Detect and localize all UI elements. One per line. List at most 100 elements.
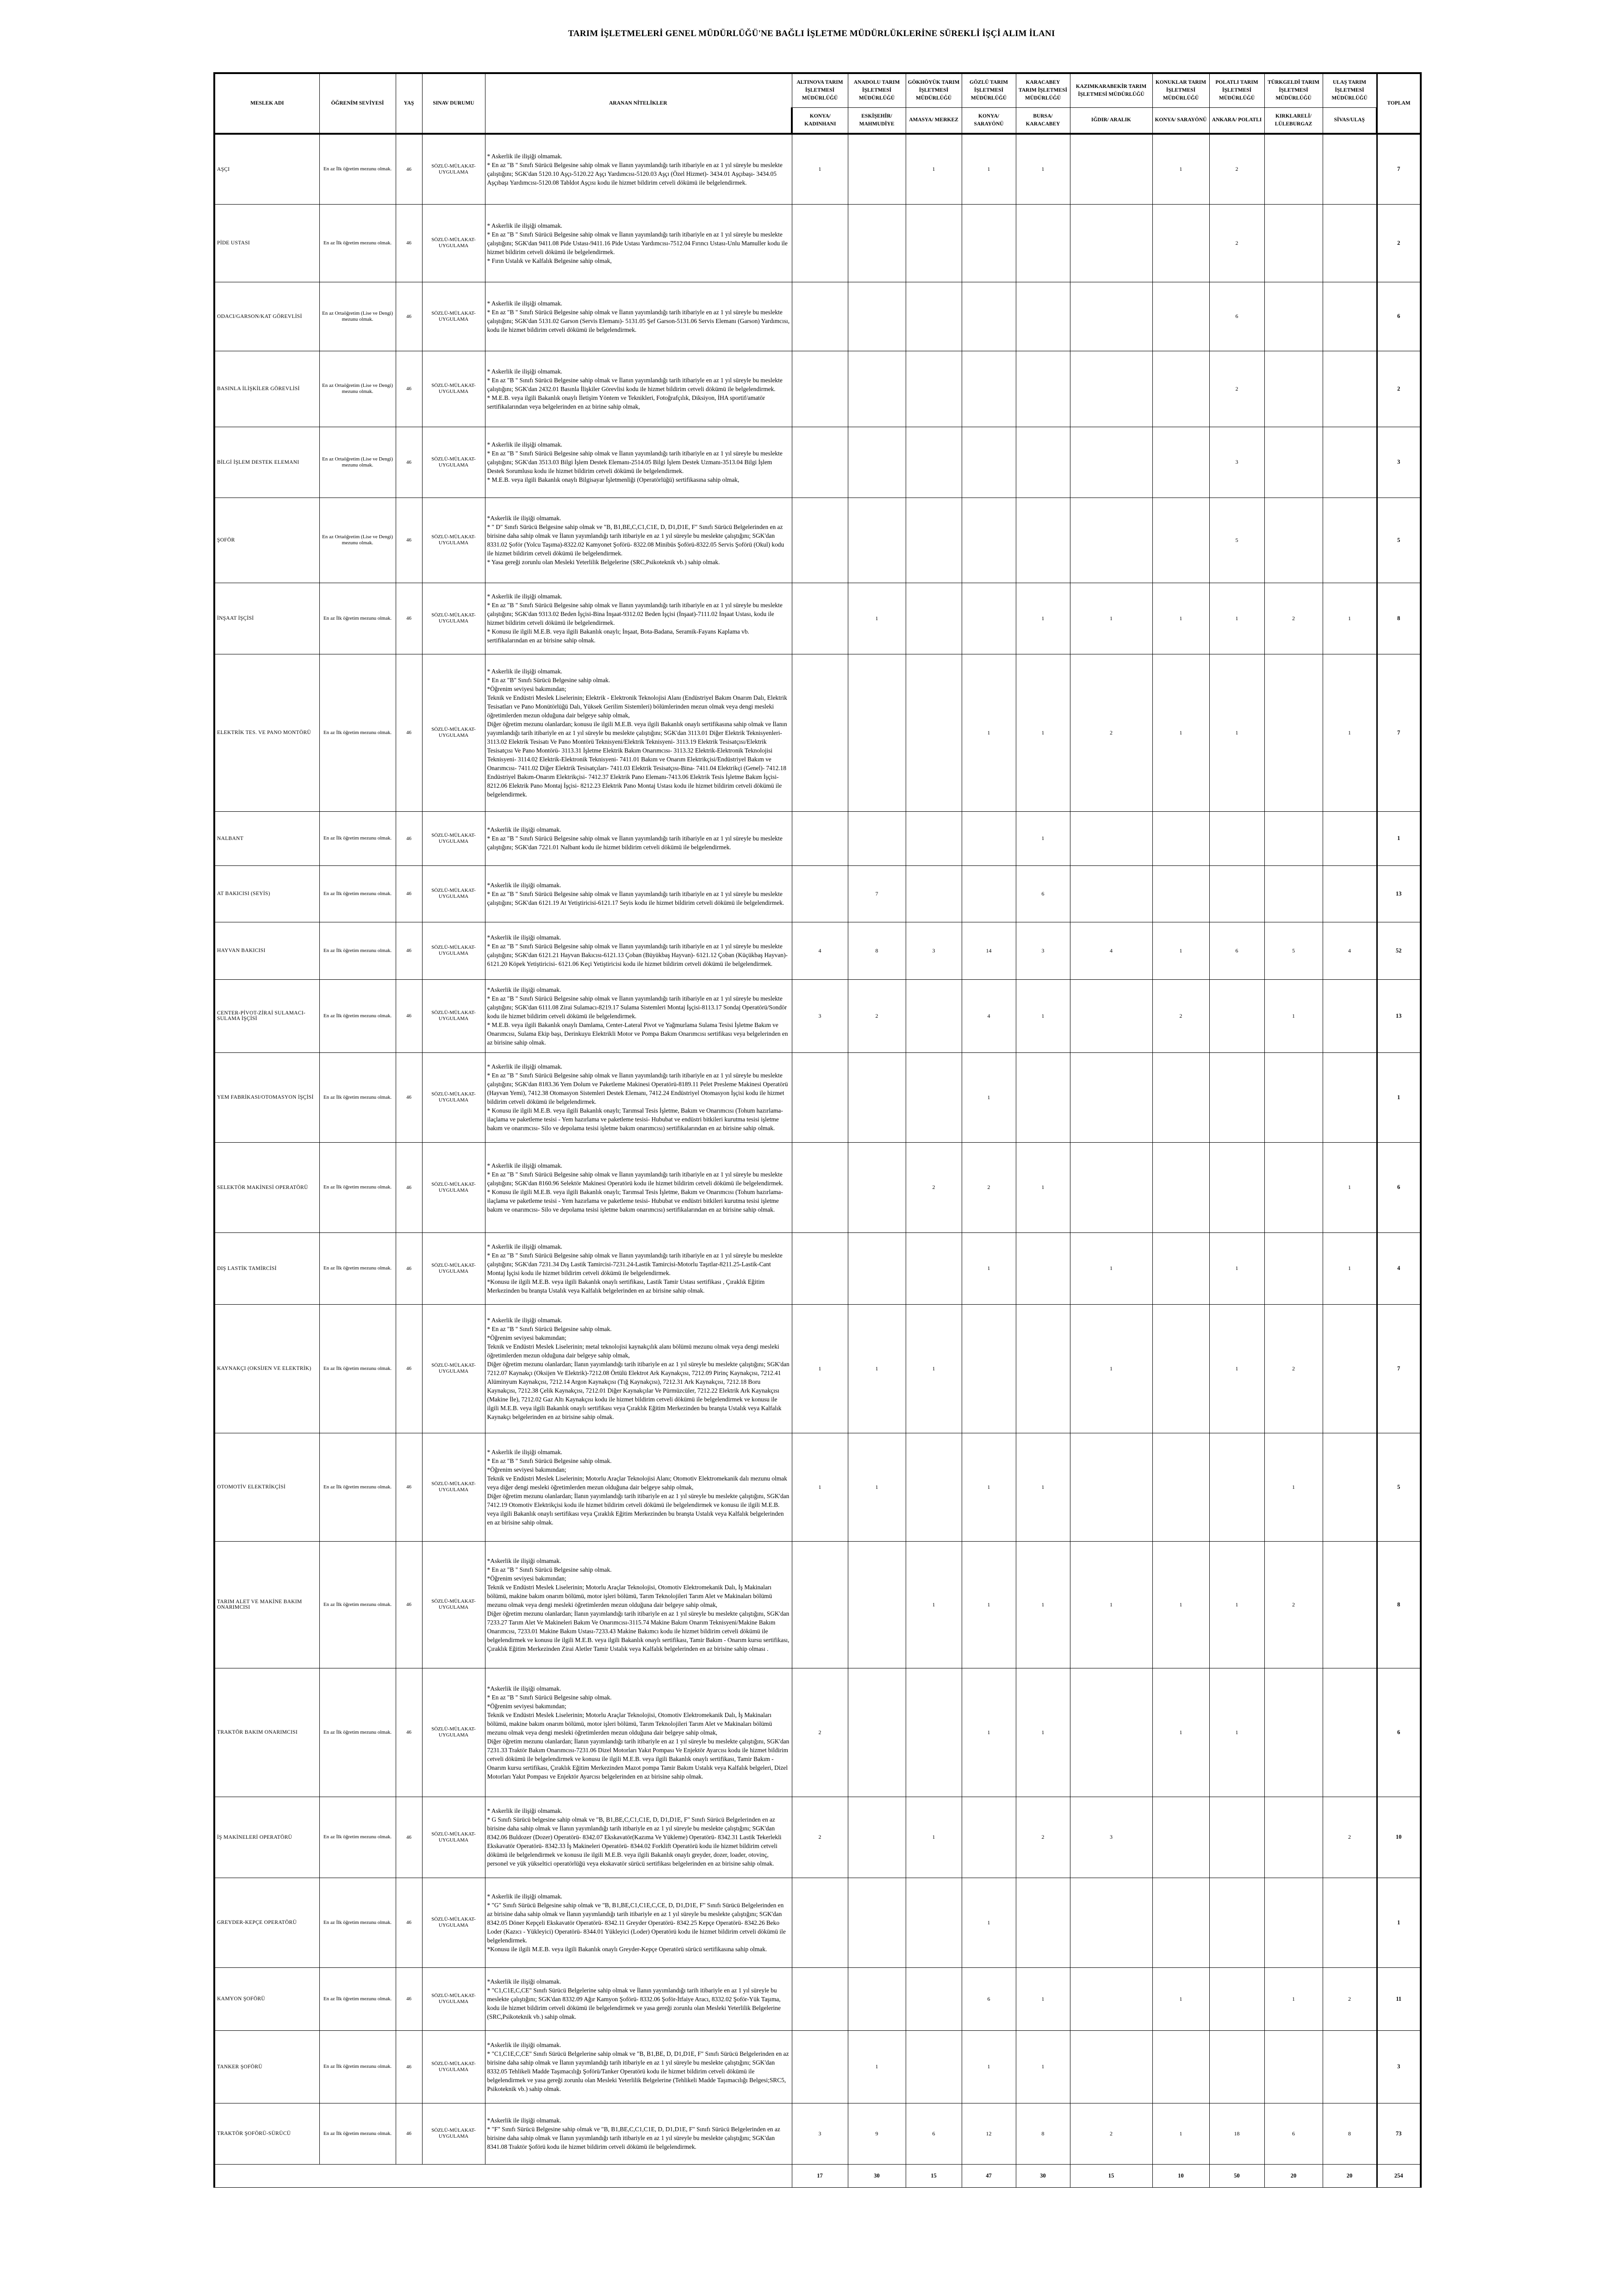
position-count — [961, 582, 1016, 654]
exam-type: SÖZLÜ-MÜLAKAT-UYGULAMA — [422, 1232, 485, 1305]
exam-type: SÖZLÜ-MÜLAKAT-UYGULAMA — [422, 2030, 485, 2103]
qualifications-cell: *Askerlik ile ilişiği olmamak. * "C1,C1E,… — [485, 1967, 792, 2031]
position-count: 1 — [1209, 1304, 1265, 1433]
qualification-line: *Askerlik ile ilişiği olmamak. — [487, 1978, 561, 1985]
position-count: 1 — [961, 1541, 1016, 1668]
position-count: 1 — [1209, 1668, 1265, 1797]
position-count: 2 — [1015, 1796, 1070, 1878]
occupation-name: OTOMOTİV ELEKTRİKÇİSİ — [213, 1432, 320, 1542]
unit-total: 30 — [847, 2164, 906, 2188]
exam-type: SÖZLÜ-MÜLAKAT-UYGULAMA — [422, 1796, 485, 1878]
position-count — [905, 1052, 962, 1143]
unit-total: 17 — [791, 2164, 848, 2188]
position-count: 1 — [1264, 979, 1323, 1053]
position-count — [1015, 281, 1070, 351]
position-count — [1209, 1432, 1265, 1542]
qualification-line: * "C1,C1E,C,CE" Sınıfı Sürücü Belgelerin… — [487, 2050, 789, 2092]
position-count: 1 — [1152, 582, 1210, 654]
row-total: 73 — [1376, 2103, 1422, 2165]
qualifications-cell: * Askerlik ile ilişiği olmamak. * En az "… — [485, 281, 792, 351]
header-unit-location: IĞDIR/ ARALIK — [1070, 107, 1153, 135]
position-count: 1 — [1015, 582, 1070, 654]
qualification-line: *Askerlik ile ilişiği olmamak. — [487, 515, 561, 522]
position-count: 5 — [1209, 497, 1265, 583]
position-count: 1 — [847, 582, 906, 654]
position-count: 1 — [905, 133, 962, 205]
position-count — [1070, 1668, 1153, 1797]
row-total: 8 — [1376, 582, 1422, 654]
position-count — [847, 1142, 906, 1233]
qualification-line: * En az "B " Sınıfı Sürücü Belgesine sah… — [487, 1170, 784, 1187]
position-count: 1 — [1015, 1142, 1070, 1233]
position-count — [1070, 350, 1153, 427]
position-count: 1 — [961, 1052, 1016, 1143]
position-count: 3 — [1070, 1796, 1153, 1878]
position-count: 1 — [1152, 653, 1210, 812]
qualifications-cell: * Askerlik ile ilişiği olmamak. * En az "… — [485, 204, 792, 282]
exam-type: SÖZLÜ-MÜLAKAT-UYGULAMA — [422, 350, 485, 427]
position-count — [905, 1432, 962, 1542]
table-row: TRAKTÖR ŞOFÖRÜ-SÜRÜCÜ En az İlk öğretim m… — [213, 2103, 1422, 2165]
education-level: En az Ortaöğretim (Lise ve Dengi) mezunu… — [319, 350, 396, 427]
table-row: KAYNAKÇI (OKSİJEN VE ELEKTRİK) En az İlk … — [213, 1304, 1422, 1433]
qualifications-cell: *Askerlik ile ilişiği olmamak. * " D" Sın… — [485, 497, 792, 583]
exam-type: SÖZLÜ-MÜLAKAT-UYGULAMA — [422, 979, 485, 1053]
position-count: 1 — [791, 1304, 848, 1433]
position-count — [905, 653, 962, 812]
position-count: 1 — [791, 133, 848, 205]
header-unit-location: KIRKLARELİ/ LÜLEBURGAZ — [1264, 107, 1323, 135]
position-count — [791, 1232, 848, 1305]
qualification-line: * "C1,C1E,C,CE" Sınıfı Sürücü Belgelerin… — [487, 1986, 781, 2020]
age-limit: 46 — [395, 2103, 423, 2165]
qualification-line: Teknik ve Endüstri Meslek Liselerinin; E… — [487, 694, 787, 719]
position-count — [1070, 865, 1153, 922]
position-count — [1070, 281, 1153, 351]
qualification-line: * M.E.B. veya ilgili Bakanlık onaylı İle… — [487, 394, 765, 410]
position-count: 6 — [1015, 865, 1070, 922]
position-count: 1 — [961, 2030, 1016, 2103]
position-count: 1 — [1015, 1967, 1070, 2031]
position-count: 2 — [1264, 582, 1323, 654]
position-count: 1 — [961, 1232, 1016, 1305]
position-count — [1152, 350, 1210, 427]
qualification-line: *Öğrenim seviyesi bakımından; — [487, 1574, 566, 1582]
position-count — [1264, 1796, 1323, 1878]
table-row: AŞÇI En az İlk öğretim mezunu olmak. 46 SÖZ… — [213, 133, 1422, 205]
education-level: En az İlk öğretim mezunu olmak. — [319, 921, 396, 980]
qualification-line: * En az "B " Sınıfı Sürücü Belgesine sah… — [487, 1251, 783, 1276]
position-count: 1 — [961, 653, 1016, 812]
qualification-line: * "F" Sınıfı Sürücü Belgesine sahip olma… — [487, 2126, 780, 2150]
occupation-name: KAYNAKÇI (OKSİJEN VE ELEKTRİK) — [213, 1304, 320, 1433]
exam-type: SÖZLÜ-MÜLAKAT-UYGULAMA — [422, 921, 485, 980]
row-total: 2 — [1376, 204, 1422, 282]
qualification-line: * Askerlik ile ilişiği olmamak. — [487, 152, 563, 160]
position-count: 3 — [1015, 921, 1070, 980]
position-count — [1209, 1877, 1265, 1968]
qualification-line: * Askerlik ile ilişiği olmamak. — [487, 1063, 563, 1070]
position-count — [791, 1052, 848, 1143]
age-limit: 46 — [395, 1052, 423, 1143]
position-count — [791, 1967, 848, 2031]
qualification-line: *Askerlik ile ilişiği olmamak. — [487, 934, 561, 941]
age-limit: 46 — [395, 653, 423, 812]
age-limit: 46 — [395, 133, 423, 205]
position-count: 4 — [1070, 921, 1153, 980]
qualification-line: * Askerlik ile ilişiği olmamak. — [487, 222, 563, 229]
qualification-line: Teknik ve Endüstri Meslek Liselerinin; M… — [487, 1711, 772, 1736]
position-count — [1070, 1877, 1153, 1968]
table-row: HAYVAN BAKICISI En az İlk öğretim mezunu … — [213, 921, 1422, 980]
position-count — [1264, 1052, 1323, 1143]
position-count — [1264, 426, 1323, 498]
qualification-line: *Askerlik ile ilişiği olmamak. — [487, 1685, 561, 1692]
table-row: DIŞ LASTİK TAMİRCİSİ En az İlk öğretim me… — [213, 1232, 1422, 1305]
exam-type: SÖZLÜ-MÜLAKAT-UYGULAMA — [422, 1142, 485, 1233]
occupation-name: SELEKTÖR MAKİNESİ OPERATÖRÜ — [213, 1142, 320, 1233]
position-count: 1 — [1015, 1541, 1070, 1668]
qualification-line: * Askerlik ile ilişiği olmamak. — [487, 593, 563, 600]
qualification-line: * En az "B " Sınıfı Sürücü Belgesine sah… — [487, 943, 788, 967]
row-total: 4 — [1376, 1232, 1422, 1305]
position-count: 8 — [847, 921, 906, 980]
qualification-line: *Konusu ile ilgili M.E.B. veya ilgili Ba… — [487, 1945, 767, 1953]
qualification-line: *Askerlik ile ilişiği olmamak. — [487, 2041, 561, 2048]
position-count: 6 — [1209, 281, 1265, 351]
